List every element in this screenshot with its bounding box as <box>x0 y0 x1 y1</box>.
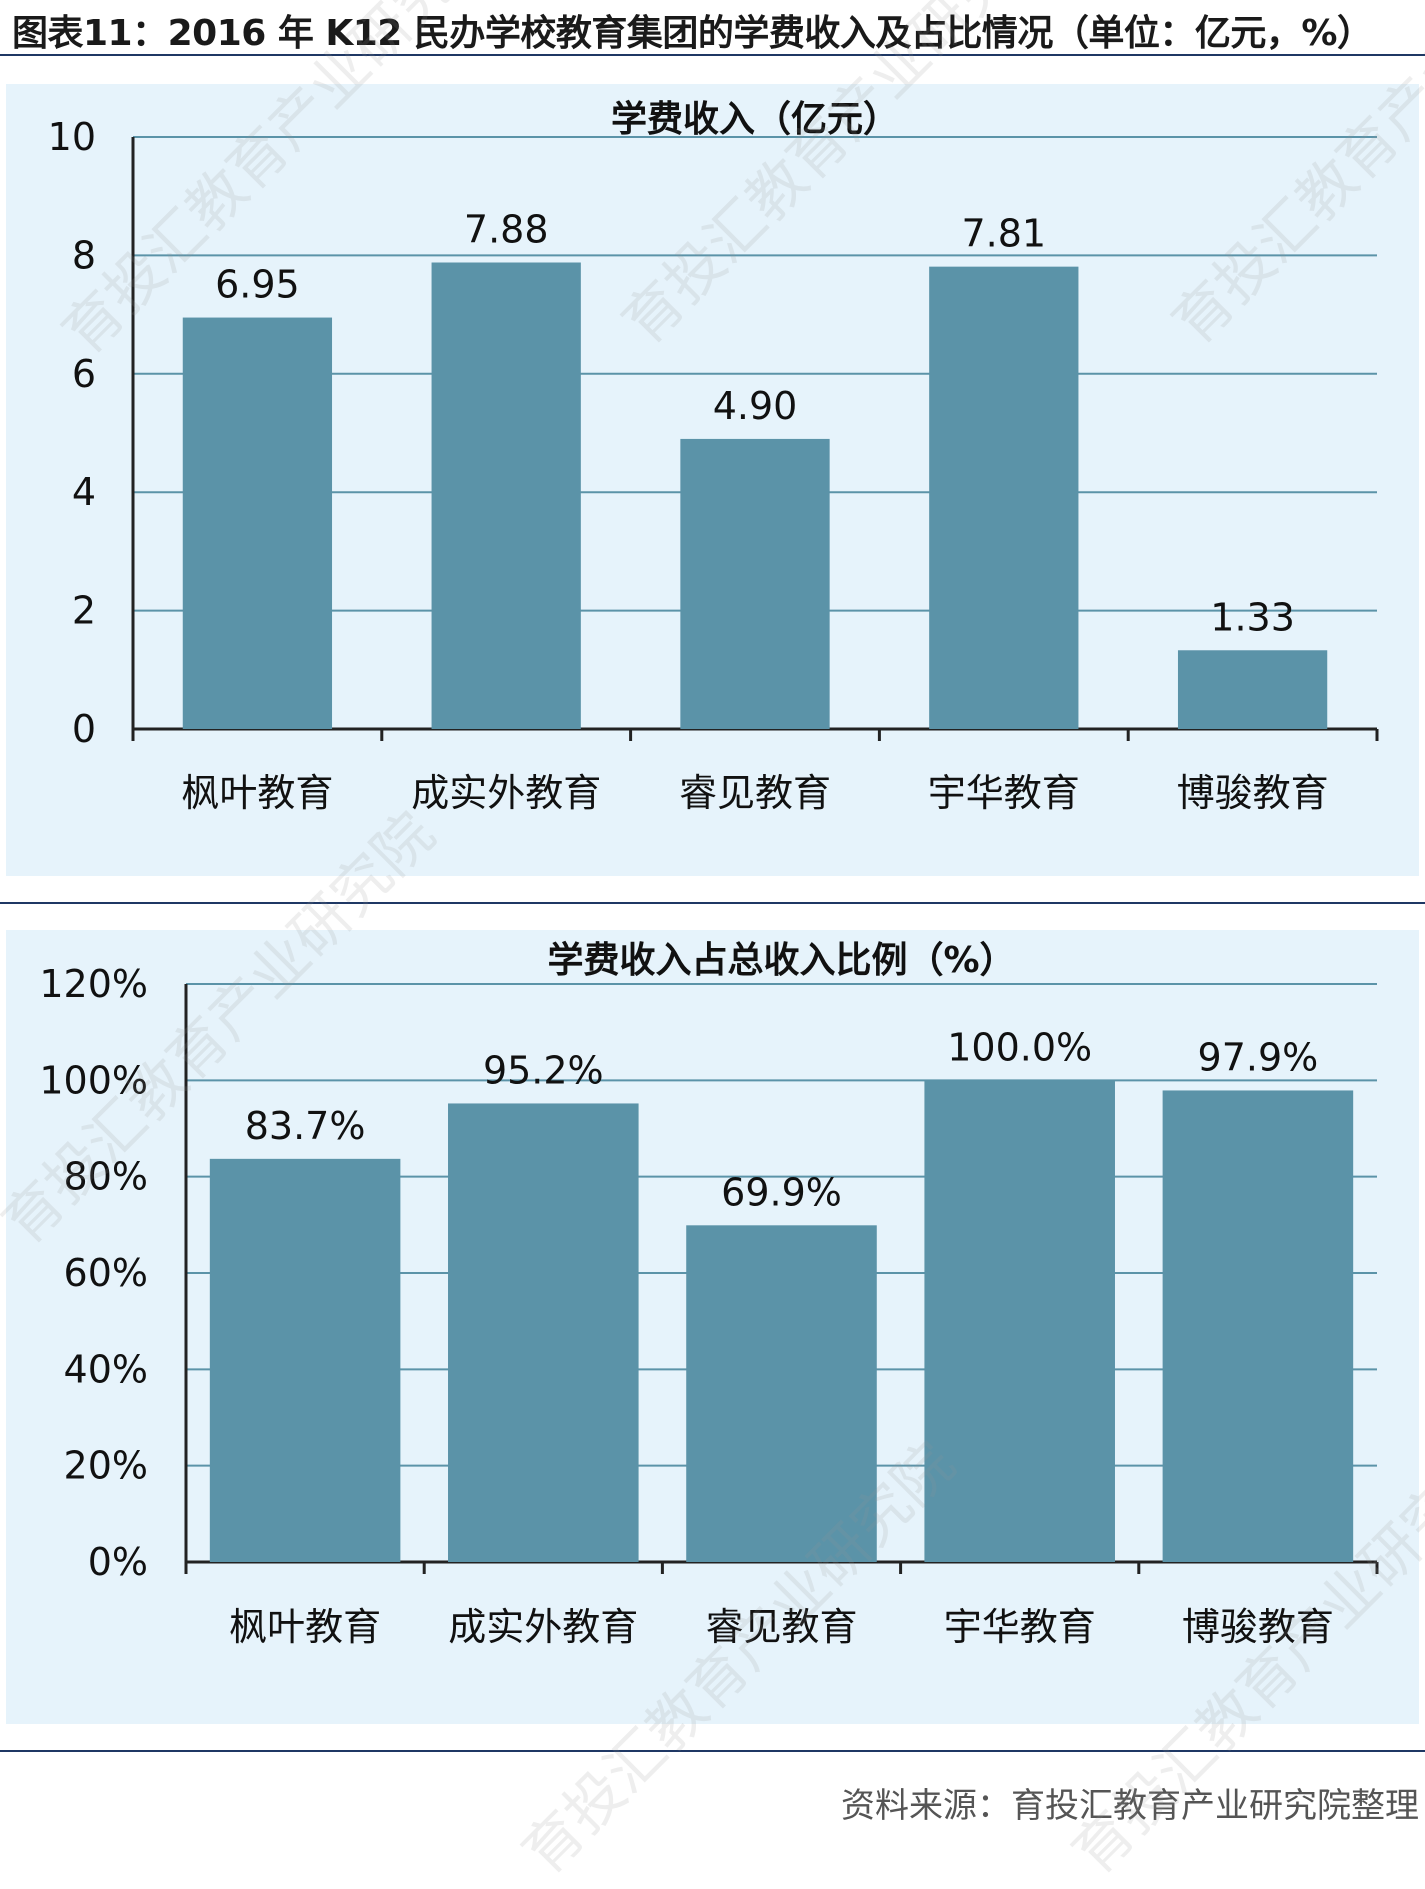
y-tick-label: 6 <box>72 352 96 396</box>
category-label: 枫叶教育 <box>229 1605 381 1649</box>
y-tick-label: 20% <box>64 1444 148 1488</box>
y-tick-label: 2 <box>72 589 96 633</box>
chart-panel-ratio: 0% 20% 40% 60% 80% 100% 120% 83.7% 枫叶教育 95.2% 成实外教… <box>6 930 1419 1724</box>
y-tick-label: 80% <box>64 1155 148 1199</box>
figure-title: 图表11：2016 年 K12 民办学校教育集团的学费收入及占比情况（单位：亿元… <box>12 13 1373 54</box>
data-label: 7.88 <box>464 208 549 252</box>
ratio-bar-chart: 0% 20% 40% 60% 80% 100% 120% 83.7% 枫叶教育 95.2% 成实外教… <box>39 939 1379 1649</box>
y-tick-label: 4 <box>72 470 96 514</box>
chart-title: 学费收入占总收入比例（%） <box>547 939 1015 981</box>
y-tick-label: 60% <box>64 1251 148 1295</box>
chart-panel-revenue: 0 2 4 6 8 10 6.95 枫叶教育 7.88 成实外教育 4.90 睿见教育 7.81 宇华教育… <box>6 84 1419 876</box>
bottom-rule <box>0 1750 1425 1752</box>
category-label: 博骏教育 <box>1182 1605 1334 1649</box>
y-tick-label: 10 <box>48 115 96 159</box>
data-label: 95.2% <box>483 1048 604 1092</box>
bar <box>929 266 1079 729</box>
category-label: 宇华教育 <box>928 771 1080 815</box>
bar <box>1162 1090 1354 1562</box>
category-label: 博骏教育 <box>1177 771 1329 815</box>
bar <box>924 1080 1115 1562</box>
data-label: 6.95 <box>215 263 300 307</box>
revenue-bar-chart: 0 2 4 6 8 10 6.95 枫叶教育 7.88 成实外教育 4.90 睿见教育 7.81 宇华教育… <box>48 98 1379 815</box>
data-label: 100.0% <box>947 1025 1092 1069</box>
bar <box>1177 650 1328 729</box>
section-rule <box>0 902 1425 904</box>
data-label: 97.9% <box>1198 1035 1319 1079</box>
data-label: 4.90 <box>713 384 798 428</box>
data-label: 7.81 <box>961 212 1046 256</box>
data-label: 1.33 <box>1210 595 1295 639</box>
category-label: 成实外教育 <box>448 1605 638 1649</box>
bar <box>686 1225 877 1562</box>
bar <box>209 1158 401 1562</box>
category-label: 成实外教育 <box>411 771 601 815</box>
data-label: 69.9% <box>721 1170 842 1214</box>
title-rule <box>0 54 1425 56</box>
y-tick-label: 120% <box>39 962 148 1006</box>
y-tick-label: 0 <box>72 707 96 751</box>
category-label: 睿见教育 <box>705 1605 857 1649</box>
category-label: 枫叶教育 <box>181 771 333 815</box>
y-tick-label: 8 <box>72 233 96 277</box>
bar <box>448 1103 639 1562</box>
chart-title: 学费收入（亿元） <box>611 98 899 140</box>
data-label: 83.7% <box>245 1104 366 1148</box>
y-tick-label: 100% <box>39 1058 148 1102</box>
source-note: 资料来源：育投汇教育产业研究院整理 <box>841 1786 1419 1826</box>
bar <box>680 438 830 729</box>
category-label: 睿见教育 <box>679 771 831 815</box>
bar <box>182 317 333 729</box>
category-label: 宇华教育 <box>944 1605 1096 1649</box>
y-tick-label: 0% <box>88 1540 148 1584</box>
y-tick-label: 40% <box>64 1347 148 1391</box>
bar <box>431 262 581 729</box>
